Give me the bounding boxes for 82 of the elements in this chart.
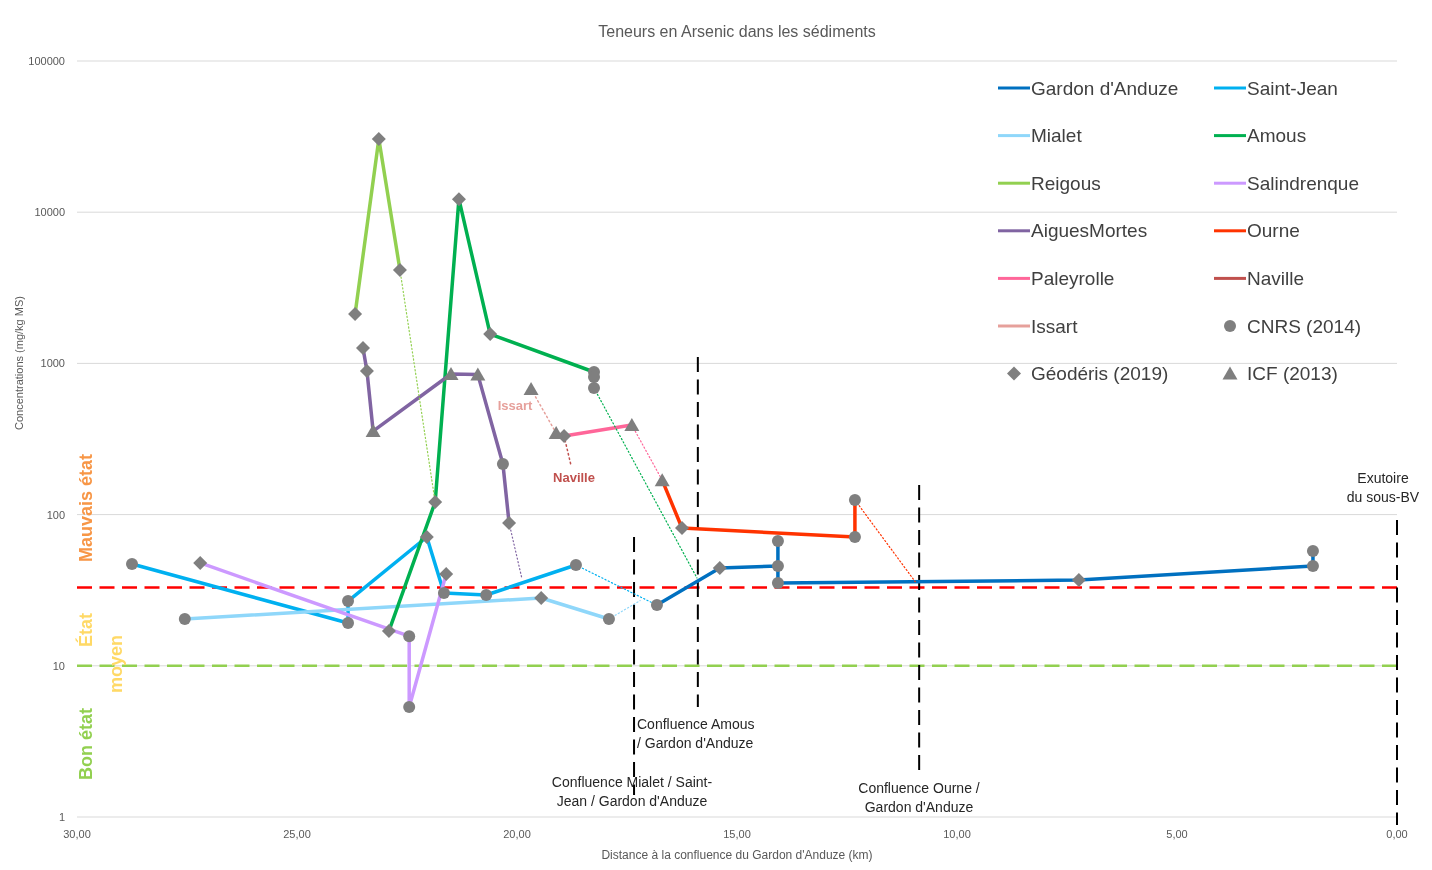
annotation: Issart (497, 398, 534, 414)
annotation: Bon état (76, 707, 96, 780)
chart-title: Teneurs en Arsenic dans les sédiments (598, 22, 876, 40)
point (443, 366, 459, 380)
point (342, 595, 355, 608)
point (371, 131, 386, 146)
legend-label: Gardon d'Anduze (1031, 77, 1179, 99)
legend-label: Ourne (1247, 220, 1300, 242)
point (483, 327, 498, 342)
point (496, 458, 509, 471)
point (193, 555, 208, 570)
point (392, 262, 407, 277)
ref-line-label: Confluence Mialet / Saint- Jean / Gardon d'Anduze (551, 774, 713, 809)
point (771, 576, 784, 589)
point (650, 599, 663, 612)
legend-label: Salindrenque (1247, 172, 1359, 194)
y-tick-label: 1000 (40, 357, 65, 370)
annotation: État moyen (75, 612, 126, 694)
annotation: Mauvais état (76, 453, 96, 563)
point (178, 612, 191, 625)
point (712, 560, 727, 575)
y-tick-label: 100 (46, 508, 65, 521)
legend-label: Issart (1031, 315, 1079, 337)
legend-label: Mialet (1031, 125, 1083, 147)
y-tick-label: 1 (58, 811, 65, 823)
point (451, 192, 466, 207)
point (588, 381, 600, 394)
point (480, 588, 493, 601)
y-tick-label: 100000 (28, 55, 65, 67)
point (654, 473, 670, 487)
ref-line-label: Confluence Amous / Gardon d'Anduze (637, 716, 755, 751)
point (534, 590, 549, 605)
legend-label: CNRS (2014) (1247, 315, 1362, 337)
point (771, 560, 784, 573)
point (348, 306, 363, 321)
point (356, 340, 370, 355)
point (437, 587, 450, 600)
point (1306, 545, 1319, 558)
point (848, 531, 861, 543)
x-tick-label: 15,00 (723, 828, 751, 840)
point (602, 612, 615, 625)
y-tick-label: 10000 (34, 206, 65, 219)
point (126, 558, 138, 571)
point (569, 559, 582, 572)
y-tick-label: 10 (52, 659, 65, 672)
legend-label: AiguesMortes (1031, 220, 1148, 242)
point (675, 521, 689, 536)
x-tick-label: 10,00 (943, 828, 971, 840)
legend-label: Reigous (1031, 172, 1101, 194)
legend-label: Naville (1247, 267, 1305, 289)
legend-label: Paleyrolle (1031, 267, 1115, 289)
point (381, 623, 396, 638)
ref-line-label: Exutoire du sous-BV (1346, 470, 1420, 505)
point (1306, 560, 1319, 573)
point (523, 382, 539, 396)
point (439, 566, 454, 581)
point (771, 535, 784, 547)
x-axis-title: Distance à la confluence du Gardon d'Anduze (km) (601, 848, 873, 862)
legend-label: Amous (1247, 125, 1307, 147)
x-tick-label: 20,00 (503, 828, 531, 840)
point (428, 495, 443, 510)
point (359, 363, 374, 378)
point (342, 616, 355, 629)
point (502, 515, 517, 530)
point (419, 530, 434, 544)
point (1071, 573, 1086, 588)
point (470, 367, 486, 381)
point (403, 630, 416, 643)
legend-label: Saint-Jean (1247, 77, 1338, 99)
legend-label: ICF (2013) (1247, 363, 1338, 385)
x-tick-label: 0,00 (1386, 828, 1408, 840)
point (848, 493, 861, 506)
y-axis-title: Concentrations (mg/kg MS) (13, 296, 25, 430)
x-tick-label: 5,00 (1166, 828, 1188, 840)
x-tick-label: 25,00 (283, 828, 311, 840)
annotation: Naville (553, 470, 595, 486)
ref-line-label: Confluence Ourne / Gardon d'Anduze (858, 780, 980, 815)
point (624, 418, 640, 432)
point (365, 424, 381, 438)
legend-label: Géodéris (2019) (1031, 363, 1169, 385)
x-tick-label: 30,00 (63, 828, 91, 840)
point (403, 701, 416, 713)
